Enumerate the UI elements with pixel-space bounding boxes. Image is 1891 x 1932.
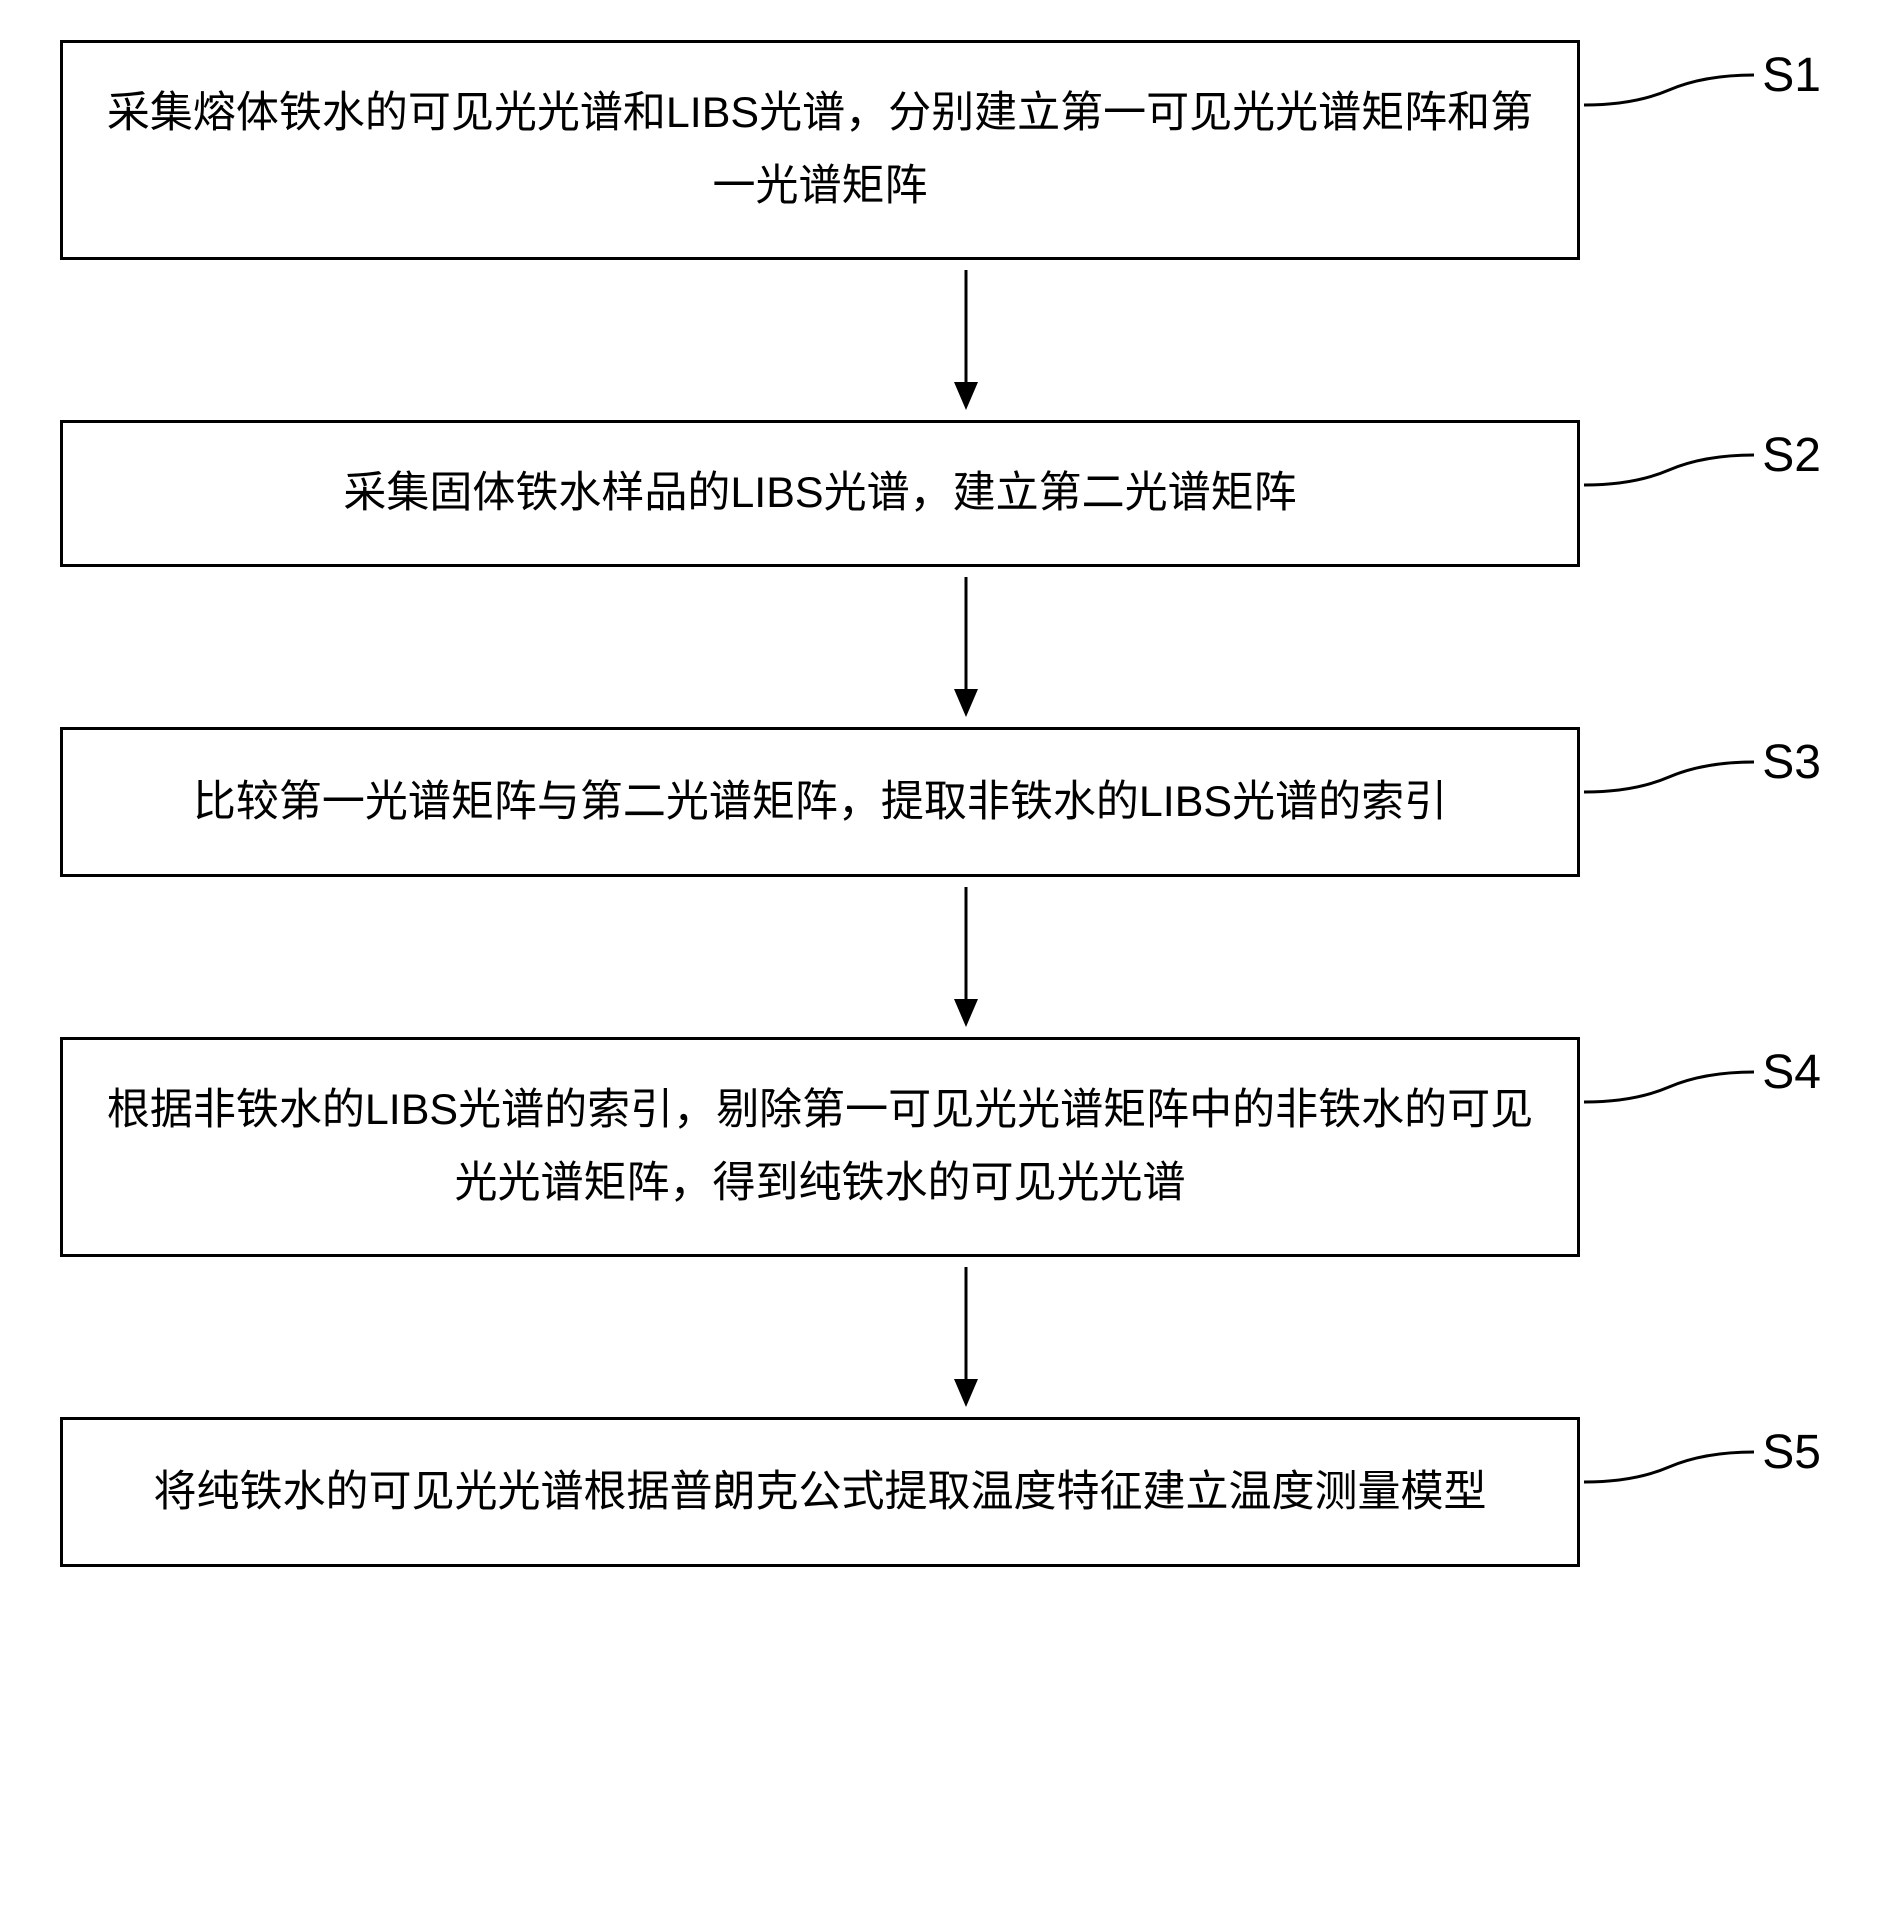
- step-text-s4: 根据非铁水的LIBS光谱的索引，剔除第一可见光光谱矩阵中的非铁水的可见光光谱矩阵…: [103, 1074, 1537, 1220]
- step-row-s1: 采集熔体铁水的可见光光谱和LIBS光谱，分别建立第一可见光光谱矩阵和第一光谱矩阵…: [20, 40, 1871, 260]
- step-row-s5: 将纯铁水的可见光光谱根据普朗克公式提取温度特征建立温度测量模型 S5: [20, 1417, 1871, 1567]
- arrow-container-2: [206, 567, 1726, 727]
- curve-connector-icon: [1584, 747, 1754, 807]
- step-box-s4: 根据非铁水的LIBS光谱的索引，剔除第一可见光光谱矩阵中的非铁水的可见光光谱矩阵…: [60, 1037, 1580, 1257]
- arrow-container-1: [206, 260, 1726, 420]
- step-label-s1: S1: [1762, 48, 1821, 103]
- step-row-s2: 采集固体铁水样品的LIBS光谱，建立第二光谱矩阵 S2: [20, 420, 1871, 567]
- step-box-s5: 将纯铁水的可见光光谱根据普朗克公式提取温度特征建立温度测量模型: [60, 1417, 1580, 1567]
- label-container-s1: S1: [1584, 60, 1821, 120]
- step-text-s3: 比较第一光谱矩阵与第二光谱矩阵，提取非铁水的LIBS光谱的索引: [193, 766, 1447, 839]
- step-label-s2: S2: [1762, 428, 1821, 483]
- step-text-s1: 采集熔体铁水的可见光光谱和LIBS光谱，分别建立第一可见光光谱矩阵和第一光谱矩阵: [103, 77, 1537, 223]
- label-container-s3: S3: [1584, 747, 1821, 807]
- flowchart-container: 采集熔体铁水的可见光光谱和LIBS光谱，分别建立第一可见光光谱矩阵和第一光谱矩阵…: [20, 40, 1871, 1567]
- step-label-s3: S3: [1762, 735, 1821, 790]
- arrow-container-3: [206, 877, 1726, 1037]
- curve-connector-icon: [1584, 1437, 1754, 1497]
- arrow-container-4: [206, 1257, 1726, 1417]
- arrow-down-icon: [946, 270, 986, 410]
- step-box-s2: 采集固体铁水样品的LIBS光谱，建立第二光谱矩阵: [60, 420, 1580, 567]
- curve-connector-icon: [1584, 60, 1754, 120]
- curve-connector-icon: [1584, 440, 1754, 500]
- step-text-s5: 将纯铁水的可见光光谱根据普朗克公式提取温度特征建立温度测量模型: [154, 1456, 1487, 1529]
- step-box-s3: 比较第一光谱矩阵与第二光谱矩阵，提取非铁水的LIBS光谱的索引: [60, 727, 1580, 877]
- label-container-s2: S2: [1584, 440, 1821, 500]
- step-text-s2: 采集固体铁水样品的LIBS光谱，建立第二光谱矩阵: [343, 457, 1296, 530]
- arrow-down-icon: [946, 887, 986, 1027]
- arrow-down-icon: [946, 1267, 986, 1407]
- step-box-s1: 采集熔体铁水的可见光光谱和LIBS光谱，分别建立第一可见光光谱矩阵和第一光谱矩阵: [60, 40, 1580, 260]
- step-row-s4: 根据非铁水的LIBS光谱的索引，剔除第一可见光光谱矩阵中的非铁水的可见光光谱矩阵…: [20, 1037, 1871, 1257]
- step-row-s3: 比较第一光谱矩阵与第二光谱矩阵，提取非铁水的LIBS光谱的索引 S3: [20, 727, 1871, 877]
- label-container-s5: S5: [1584, 1437, 1821, 1497]
- step-label-s4: S4: [1762, 1045, 1821, 1100]
- step-label-s5: S5: [1762, 1425, 1821, 1480]
- label-container-s4: S4: [1584, 1057, 1821, 1117]
- curve-connector-icon: [1584, 1057, 1754, 1117]
- arrow-down-icon: [946, 577, 986, 717]
